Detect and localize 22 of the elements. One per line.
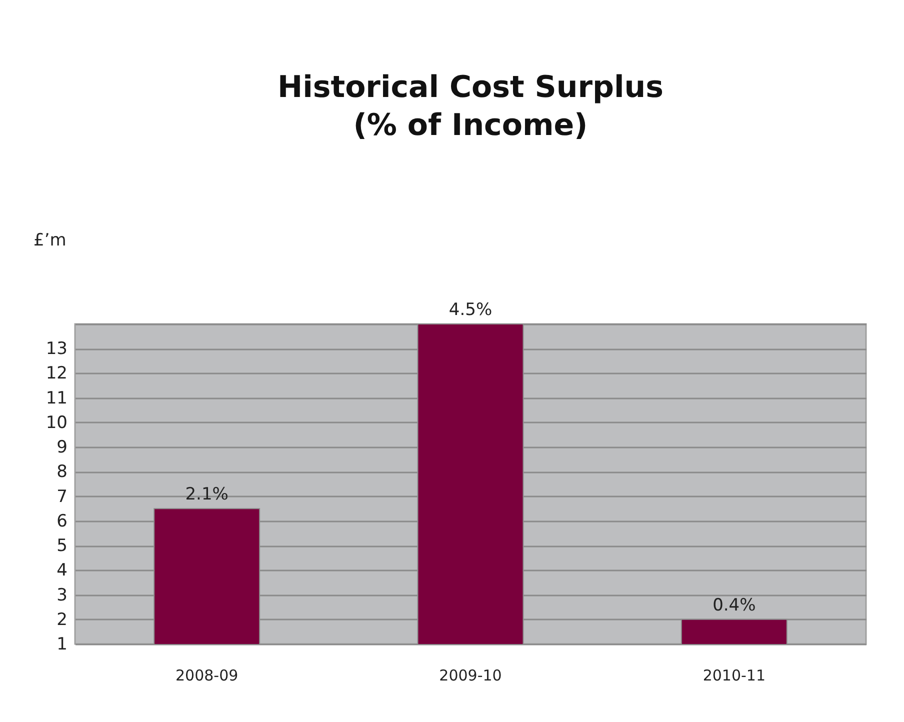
y-tick-label: 5 [56,536,68,556]
text: (% of Income) [353,108,588,143]
y-tick-label: 12 [46,364,68,384]
y-tick-label: 2 [56,610,68,630]
y-tick-label: 3 [56,585,68,606]
y-tick-label: 11 [46,388,68,408]
x-tick-label: 2008-09 [175,666,238,684]
y-tick-label: 10 [46,412,68,433]
text: Historical Cost Surplus [277,70,664,105]
y-axis-title: £’m [34,230,66,250]
annotation: 2.1% [185,484,228,505]
y-tick-label: 1 [56,634,68,654]
y-tick-label: 4 [56,560,68,581]
y-tick-label: 7 [56,486,68,507]
y-tick-label: 6 [56,511,68,532]
annotation: 4.5% [448,300,492,320]
y-tick-label: 9 [56,438,68,458]
annotation: 0.4% [712,595,756,616]
x-tick-label: 2010-11 [702,666,766,684]
x-tick-label: 2009-10 [439,666,502,684]
y-tick-label: 8 [56,462,68,482]
y-tick-label: 13 [46,339,68,360]
